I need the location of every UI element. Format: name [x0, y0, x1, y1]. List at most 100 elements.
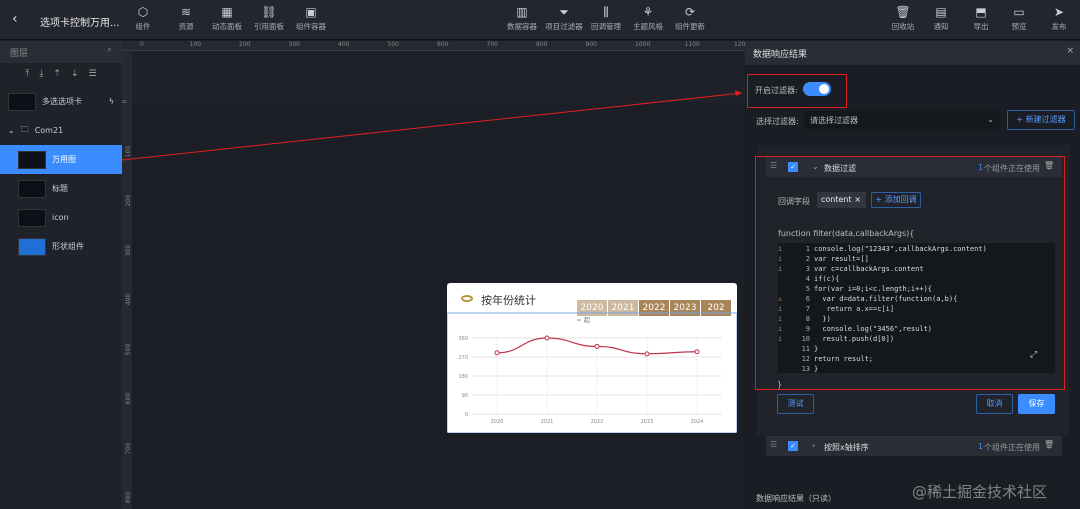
layer-group[interactable]: ⌄ 🗀 Com21	[0, 116, 122, 145]
gutter-marker: i	[778, 315, 783, 323]
test-button[interactable]: 测试	[777, 394, 814, 414]
move-bottom-icon[interactable]: ⤓	[39, 69, 44, 79]
ruler-tick: 200	[239, 41, 251, 48]
trash-icon[interactable]: 🗑	[1044, 161, 1055, 170]
chart-widget[interactable]: 按年份统计 2020 2021 2022 2023 202 0 90 180 270 3…	[447, 283, 737, 433]
ruler-tick: 700	[125, 442, 133, 454]
tool-label: 引用面板	[254, 22, 284, 31]
filter-select[interactable]: 请选择过滤器 ⌄	[804, 111, 1000, 129]
refresh-button[interactable]: ⟳ 组件更新	[668, 5, 712, 32]
filter-checkbox[interactable]: ✓	[788, 441, 798, 451]
code-editor[interactable]: i 1 console.log("12343",callbackArgs.conte…	[778, 243, 1055, 373]
dashboard-button[interactable]: ▦ 动态面板	[205, 5, 249, 32]
ruler-tick: 600	[125, 392, 133, 405]
ruler-tick: 400	[338, 41, 350, 48]
search-icon[interactable]: ⌕	[106, 45, 112, 55]
filter-item-header[interactable]: ☰ ✓ ⌄ 数据过滤 1 个组件正在使用 🗑	[766, 157, 1062, 177]
tag-label: content	[821, 195, 852, 204]
code-text: }	[814, 345, 819, 353]
usage-text: 个组件正在使用	[984, 164, 1040, 173]
code-line: i 3 var c=callbackArgs.content	[778, 264, 1055, 274]
enable-filter-toggle[interactable]	[803, 82, 831, 96]
container-button[interactable]: ▣ 组件容器	[289, 5, 333, 32]
tool-label: 数据容器	[507, 22, 537, 31]
layer-item[interactable]: icon	[0, 203, 122, 232]
tool-label: 动态面板	[212, 22, 242, 31]
ruler-vertical[interactable]: 0 100 200 300 400 500 600 700 800	[121, 51, 133, 509]
layer-item[interactable]: 标题	[0, 174, 122, 203]
layer-label: icon	[52, 213, 69, 222]
result-readonly-label: 数据响应结果（只读）	[756, 494, 836, 503]
filter-button[interactable]: ⏷ 项目过滤器	[542, 5, 586, 32]
filter-checkbox[interactable]: ✓	[788, 162, 798, 172]
layers-title: 图层	[10, 49, 29, 59]
export-icon: ⬒	[975, 5, 987, 19]
remove-tag-icon[interactable]: ×	[854, 195, 861, 204]
expand-icon[interactable]: ⤢	[1030, 350, 1038, 360]
line-number: 11	[801, 345, 810, 353]
dashboard-icon: ▦	[221, 5, 233, 19]
layer-item[interactable]: 万用图	[0, 145, 122, 174]
list-icon[interactable]: ☰	[88, 69, 97, 79]
export-button[interactable]: ⬒ 导出	[959, 5, 1003, 32]
ruler-tick: 0	[140, 41, 144, 48]
code-line: 12 return result;	[778, 354, 1055, 364]
line-number: 7	[805, 305, 810, 313]
watermark: @稀土掘金技术社区	[912, 483, 1048, 501]
move-down-icon[interactable]: ⇣	[70, 69, 79, 79]
drag-handle-icon[interactable]: ☰	[770, 161, 778, 170]
gutter-marker: i	[778, 265, 783, 273]
layer-thumbnail	[18, 179, 46, 198]
save-button[interactable]: 保存	[1018, 394, 1055, 414]
add-callback-button[interactable]: + 添加回调	[871, 192, 921, 208]
trash-button[interactable]: 🗑 回收站	[881, 5, 925, 32]
data-container-button[interactable]: ▥ 数据容器	[500, 5, 544, 32]
filter-item-header[interactable]: ☰ ✓ › 按照x轴排序 1 个组件正在使用 🗑	[766, 436, 1062, 456]
link-button[interactable]: ⛓ 引用面板	[247, 5, 291, 32]
notice-icon: ▤	[935, 5, 947, 19]
top-toolbar: ‹ 选项卡控制万用... ⬡ 组件 ≋ 资源 ▦ 动态面板 ⛓ 引用面板 ▣ 组件容器 ▥ 数据容器 ⏷…	[0, 0, 1080, 40]
ruler-tick: 200	[125, 194, 133, 207]
ruler-tick: 0	[121, 99, 129, 104]
line-number: 2	[805, 255, 810, 263]
close-icon[interactable]: ×	[1066, 46, 1074, 56]
year-tab[interactable]: 2021	[608, 300, 638, 316]
canvas-offscreen-area	[132, 51, 745, 103]
publish-button[interactable]: ➤ 发布	[1037, 5, 1080, 32]
notice-button[interactable]: ▤ 通知	[919, 5, 963, 32]
x-tick-label: 2021	[541, 419, 554, 425]
sliders-button[interactable]: ⫼ 回调管理	[584, 5, 628, 32]
back-icon[interactable]: ‹	[12, 11, 18, 27]
preview-button[interactable]: ▭ 预览	[997, 5, 1041, 32]
callback-field-label: 回调字段	[778, 197, 810, 206]
layer-item[interactable]: 多选选项卡 ϟ	[0, 87, 122, 116]
move-top-icon[interactable]: ⤒	[25, 69, 30, 79]
component-button[interactable]: ⬡ 组件	[121, 5, 165, 32]
layer-item[interactable]: 形状组件	[0, 232, 122, 261]
tool-label: 回调管理	[591, 22, 621, 31]
layers-button[interactable]: ≋ 资源	[164, 5, 208, 32]
code-text: return result;	[814, 355, 874, 363]
year-tab[interactable]: 2020	[577, 300, 607, 316]
ruler-tick: 900	[585, 41, 597, 48]
year-tab[interactable]: 2023	[670, 300, 700, 316]
chevron-right-icon[interactable]: ›	[812, 441, 816, 450]
cancel-button[interactable]: 取消	[976, 394, 1013, 414]
theme-button[interactable]: ⚘ 主题风格	[626, 5, 670, 32]
chevron-down-icon[interactable]: ⌄	[8, 126, 15, 135]
chevron-down-icon[interactable]: ⌄	[812, 162, 819, 171]
code-line: i 9 console.log("3456",result)	[778, 324, 1055, 334]
ruler-horizontal[interactable]: 0 100 200 300 400 500 600 700 800 900 1000 1100 120	[122, 41, 745, 51]
code-text: if(c){	[814, 275, 840, 283]
gutter-marker: i	[778, 335, 783, 343]
ruler-tick: 700	[486, 41, 498, 48]
trash-icon[interactable]: 🗑	[1044, 440, 1055, 449]
ruler-tick: 120	[734, 41, 746, 48]
year-tab[interactable]: 2022	[639, 300, 669, 316]
move-up-icon[interactable]: ⇡	[53, 69, 61, 79]
tool-label: 回收站	[891, 22, 915, 31]
new-filter-button[interactable]: + 新建过滤器	[1007, 110, 1075, 130]
ruler-tick: 800	[125, 491, 133, 504]
drag-handle-icon[interactable]: ☰	[770, 440, 778, 449]
year-tab[interactable]: 202	[701, 300, 731, 316]
